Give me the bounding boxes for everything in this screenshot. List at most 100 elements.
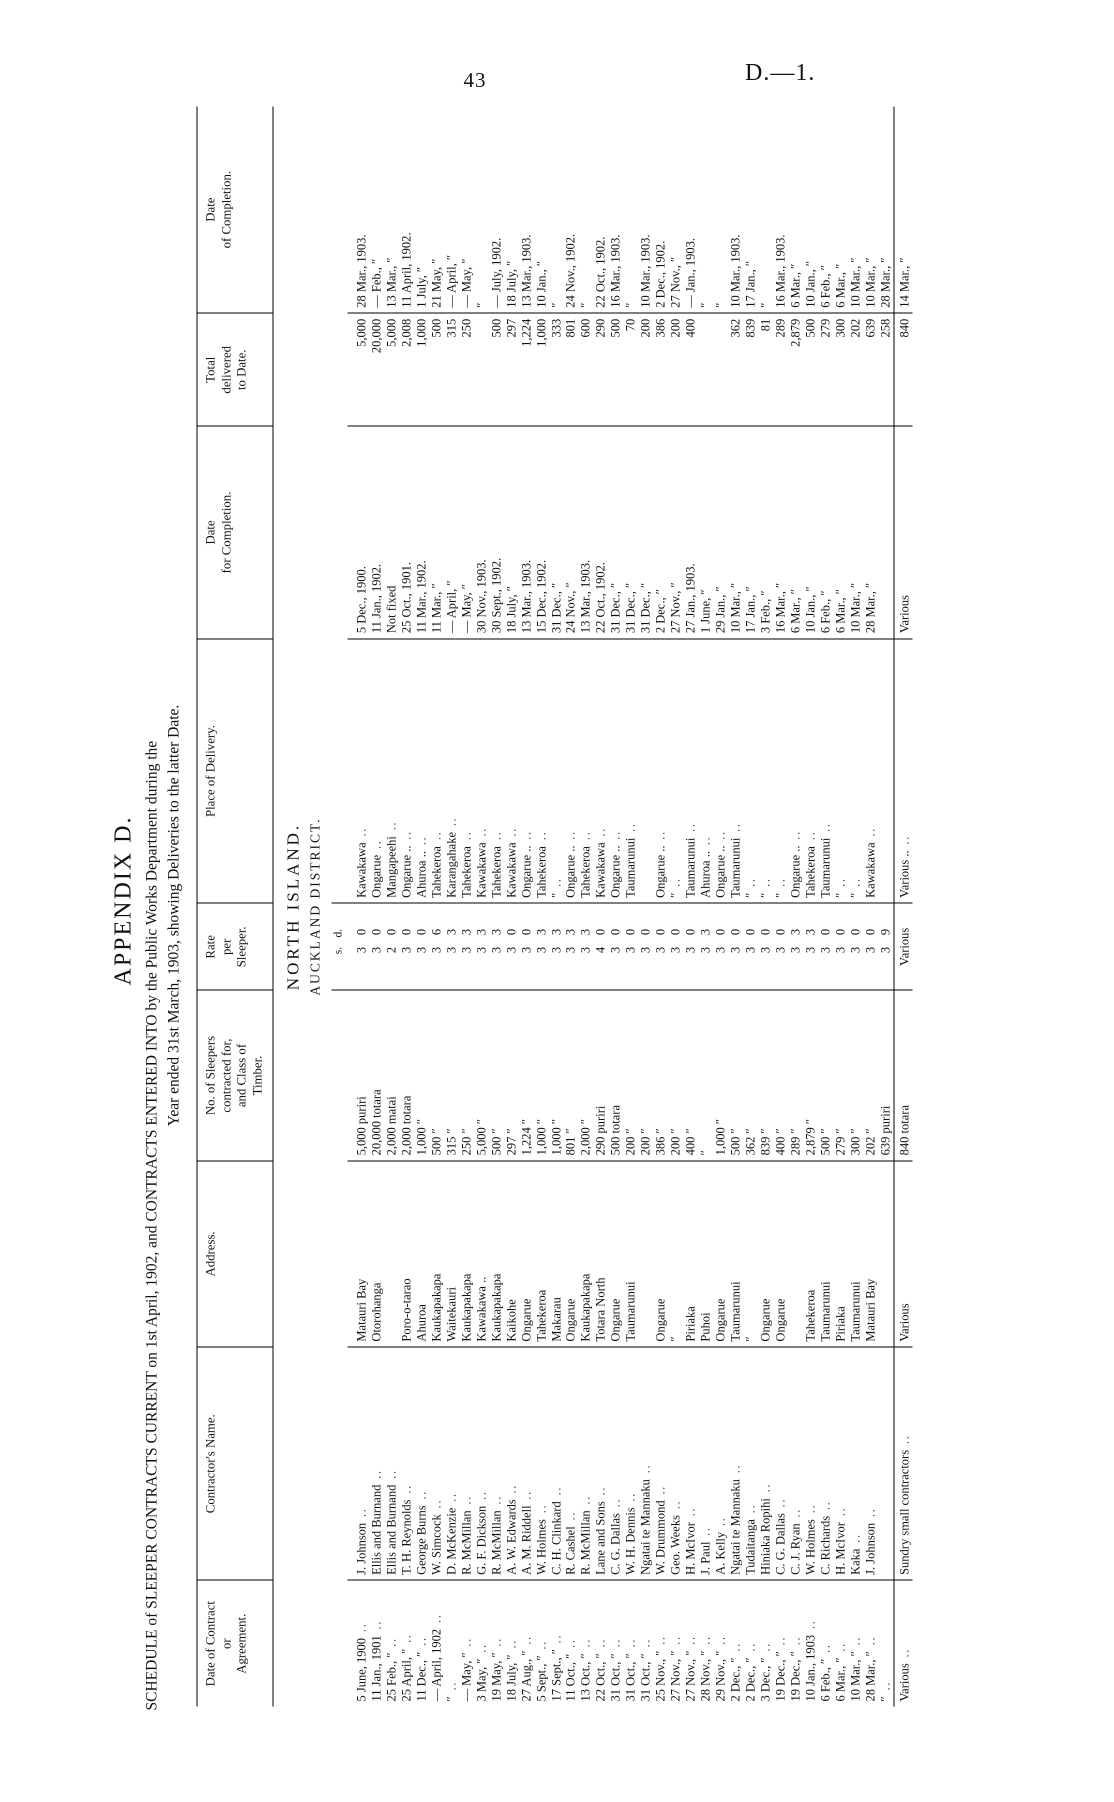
cell-place-of-delivery: Ongarue..: [369, 638, 385, 904]
cell-rate-per-sleeper: 20: [384, 903, 400, 991]
cell-address: Kaukapakapa: [459, 1160, 475, 1348]
cell-date-for-completion: Various: [893, 426, 913, 639]
leader-dots: ..: [805, 830, 818, 841]
cell-total-delivered: 20,000: [369, 313, 385, 427]
col-place-of-delivery: Place of Delivery.: [196, 638, 274, 904]
cell-no-of-sleepers: 315 ″: [444, 990, 460, 1161]
rate-pence: 3: [563, 928, 578, 936]
leader-dots: ..: [835, 877, 848, 887]
table-row: 2 Dec., ″.. Ngatai te Mannaku.. Taumarunui…: [728, 106, 744, 1707]
rate-pence: 0: [743, 928, 758, 936]
leader-dots: ..: [416, 1636, 429, 1646]
cell-date-of-completion: 1 July, ″: [414, 106, 430, 314]
cell-date-of-completion: 10 Jan., ″: [534, 106, 549, 314]
cell-date-of-completion: 6 Mar., ″: [833, 106, 849, 314]
table-row: — April, 1902.. W. Simcock.. Kaukapakapa 50…: [429, 106, 445, 1707]
leader-dots: ..: [700, 835, 713, 846]
leader-dots: ..: [655, 1635, 668, 1645]
cell-no-of-sleepers: 500 ″: [728, 990, 744, 1161]
cell-rate-per-sleeper: 33: [549, 903, 564, 991]
cell-date-of-contract: 28 Mar., ″..: [863, 1635, 878, 1702]
rate-shillings: 3: [414, 946, 429, 954]
cell-contractor-name: Hiniaka Ropihi..: [758, 1347, 774, 1581]
leader-dots: ..: [820, 1500, 833, 1510]
leader-dots: ..: [386, 820, 399, 831]
cell-date-of-contract: 10 Mar., ″..: [848, 1635, 863, 1702]
cell-address: Matauri Bay: [347, 1160, 370, 1348]
cell-total-delivered: 600: [578, 313, 594, 427]
cell-total-delivered: 801: [563, 313, 579, 427]
cell-date-of-contract: ″..: [878, 1680, 893, 1702]
cell-rate-per-sleeper: 30: [638, 903, 654, 991]
cell-address: ″: [668, 1160, 684, 1348]
cell-date-of-completion: 21 May, ″: [429, 106, 445, 314]
table-row: 10 Mar., ″.. Kaka.. Taumarunui 300 ″ 30 ″.. 10…: [848, 106, 864, 1707]
rate-shillings: 3: [863, 946, 878, 954]
cell-total-delivered: 297: [504, 313, 520, 427]
cell-contractor-name: T. H. Reynolds..: [399, 1347, 415, 1581]
cell-place-of-delivery: ″..: [743, 638, 759, 904]
cell-place-of-delivery: Tahekeroa..: [803, 638, 819, 904]
table-row: 29 Nov., ″.. A. Kelly.. Ongarue 1,000 ″ 30 On…: [713, 106, 729, 1707]
table-row: ″.. 639 puriri 39 258 28 Mar., ″: [878, 106, 894, 1707]
table-row: 31 Oct., ″.. W. H. Dennis.. Taumarunui 200 …: [623, 106, 639, 1707]
rate-pence: 0: [519, 928, 534, 936]
leader-dots: ..: [461, 830, 474, 841]
leader-dots: ..: [565, 829, 578, 840]
table-row: 25 April, ″.. T. H. Reynolds.. Poro-o-tara…: [399, 106, 415, 1707]
cell-contractor-name: Tudaitanga..: [743, 1347, 759, 1581]
cell-contractor-name: A. M. Riddell..: [519, 1347, 535, 1581]
cell-date-of-completion: — April, ″: [444, 106, 460, 314]
table-row: 28 Mar., ″.. J. Johnson.. Matauri Bay 202 ″…: [863, 106, 879, 1707]
table-row: 25 Nov., ″.. W. Drummond.. Ongarue 386 ″ 30 O…: [653, 106, 669, 1707]
cell-no-of-sleepers: 279 ″: [833, 990, 849, 1161]
rate-pence: 3: [788, 928, 803, 936]
cell-place-of-delivery: Taumarunui..: [683, 638, 699, 904]
cell-date-of-completion: 6 Mar., ″: [788, 106, 804, 314]
cell-address: Piriaka: [833, 1160, 849, 1348]
cell-rate-per-sleeper: 30: [773, 903, 789, 991]
leader-dots: ..: [685, 822, 698, 832]
cell-no-of-sleepers: 2,000 matai: [384, 990, 400, 1161]
cell-total-delivered: 362: [728, 313, 744, 427]
cell-contractor-name: C. J. Ryan..: [788, 1347, 804, 1581]
cell-no-of-sleepers: 290 puriri: [593, 990, 609, 1161]
rate-pence: 3: [474, 928, 489, 936]
leader-dots: ..: [790, 829, 803, 840]
leader-dots: ..: [670, 1499, 683, 1510]
cell-address: [384, 1160, 400, 1348]
cell-no-of-sleepers: 200 ″: [638, 990, 654, 1161]
cell-contractor-name: C. H. Clinkard..: [549, 1347, 564, 1581]
cell-address: Poro-o-tarao: [399, 1160, 415, 1348]
cell-contractor-name: G. F. Dickson..: [474, 1347, 490, 1581]
cell-address: Matauri Bay: [863, 1160, 879, 1348]
col-address: Address.: [196, 1160, 274, 1348]
cell-contractor-name: W. Holmes..: [803, 1347, 819, 1581]
rate-pence: 0: [818, 928, 833, 936]
cell-date-of-contract: — May, ″..: [459, 1636, 474, 1702]
cell-contractor-name: Lane and Sons..: [593, 1347, 609, 1581]
leader-dots: ..: [401, 1483, 414, 1494]
rate-pence: 0: [833, 928, 848, 936]
leader-dots: ..: [431, 1498, 444, 1509]
cell-address: Ahuroa: [414, 1160, 430, 1348]
leader-dots: ..: [565, 1638, 578, 1648]
cell-date-of-completion: 10 Mar., 1903.: [728, 106, 744, 314]
cell-no-of-sleepers: 2,879 ″: [803, 990, 819, 1161]
leader-dots: ..: [899, 834, 912, 845]
rate-pence: 3: [489, 928, 504, 936]
leader-dots: ..: [715, 1516, 728, 1526]
leader-dots: ..: [880, 1680, 893, 1691]
rate-pence: 0: [623, 928, 638, 936]
rate-shillings: 3: [489, 946, 504, 954]
rate-shillings: 3: [668, 946, 683, 954]
cell-date-of-contract: 25 April, ″..: [399, 1633, 414, 1702]
cell-total-delivered: 639: [863, 313, 879, 427]
cell-date-of-completion: 28 Mar., ″: [878, 106, 894, 314]
table-row: 5 June, 1900.. J. Johnson.. Matauri Bay 5,0…: [347, 106, 370, 1707]
rate-pence: 3: [459, 928, 474, 936]
cell-total-delivered: [713, 313, 729, 427]
leader-dots: ..: [730, 822, 743, 832]
rate-pence: 3: [534, 928, 549, 936]
cell-total-delivered: 2,879: [788, 313, 804, 427]
